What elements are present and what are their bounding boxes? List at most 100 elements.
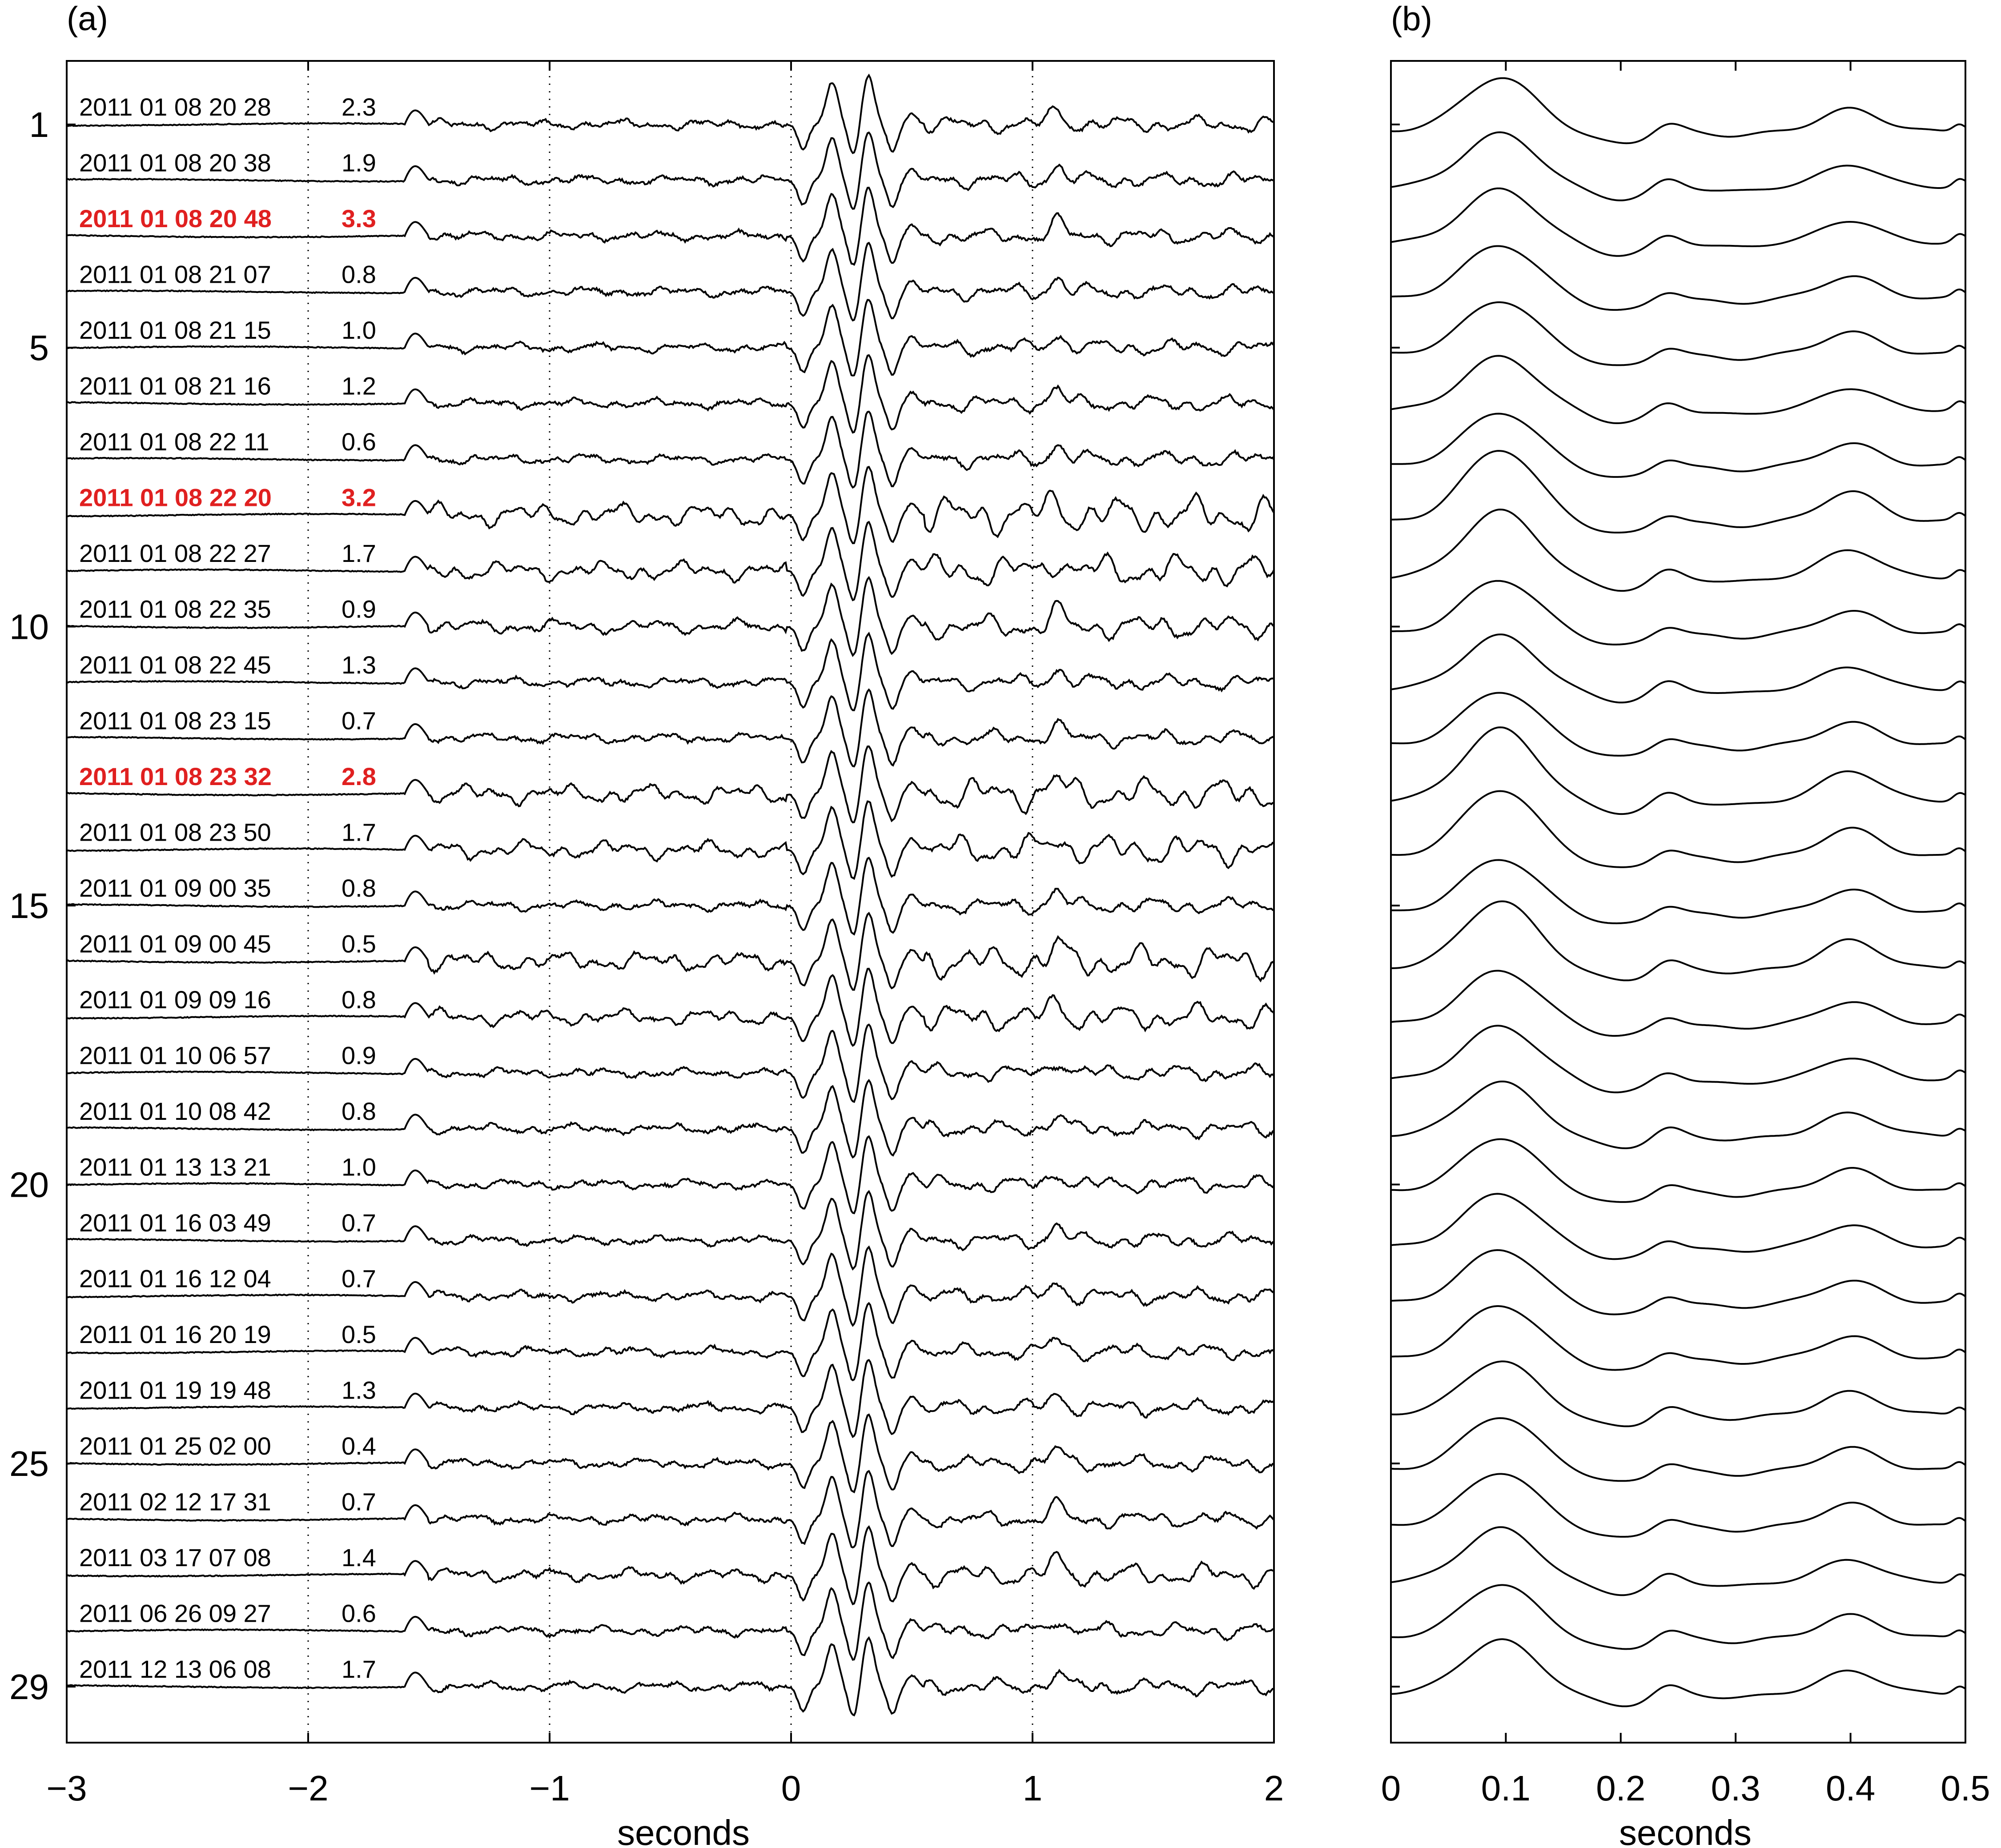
seismogram-trace-15 — [66, 857, 1274, 936]
seismogram-trace-25 — [67, 1413, 1274, 1494]
x-tick-label: 0.1 — [1481, 1768, 1531, 1808]
event-date-label: 2011 01 08 22 11 — [79, 428, 269, 456]
event-date-label: 2011 01 08 23 32 — [79, 762, 272, 790]
event-date-label: 2011 01 19 19 48 — [79, 1376, 271, 1404]
event-date-label: 2011 01 08 21 16 — [79, 372, 271, 400]
event-magnitude-label: 1.3 — [342, 1376, 376, 1404]
event-date-label: 2011 01 08 23 15 — [79, 707, 271, 735]
event-magnitude-label: 1.3 — [342, 651, 376, 679]
x-tick-label: 0 — [781, 1768, 801, 1808]
x-tick-label: 1 — [1023, 1768, 1043, 1808]
event-date-label: 2011 06 26 09 27 — [79, 1599, 271, 1628]
event-date-label: 2011 01 08 23 50 — [79, 818, 271, 846]
event-date-label: 2011 01 10 08 42 — [79, 1097, 271, 1125]
event-date-label: 2011 01 08 22 35 — [79, 595, 271, 623]
event-magnitude-label: 0.8 — [342, 261, 376, 289]
event-date-label: 2011 01 13 13 21 — [79, 1153, 271, 1181]
seismogram-trace-10 — [66, 576, 1275, 657]
stack-trace-27 — [1390, 1526, 1966, 1596]
x-tick-label: 0.4 — [1826, 1768, 1875, 1808]
panel-b-xlabel: seconds — [1619, 1813, 1752, 1848]
seismogram-trace-27 — [66, 1525, 1274, 1605]
y-tick-label: 25 — [9, 1444, 49, 1483]
stack-trace-13 — [1390, 726, 1966, 815]
seismogram-trace-13 — [66, 745, 1274, 824]
seismogram-trace-17 — [66, 967, 1275, 1047]
seismogram-trace-4 — [66, 241, 1274, 322]
y-tick-label: 20 — [9, 1165, 49, 1205]
stack-trace-4 — [1390, 245, 1966, 311]
y-tick-label: 1 — [29, 105, 49, 144]
event-magnitude-label: 0.7 — [342, 1209, 376, 1237]
event-magnitude-label: 0.8 — [342, 1097, 376, 1125]
stack-trace-28 — [1390, 1584, 1966, 1650]
x-tick-label: 2 — [1264, 1768, 1284, 1808]
stack-trace-24 — [1390, 1360, 1966, 1427]
seismogram-trace-8 — [66, 465, 1275, 545]
event-date-label: 2011 01 08 21 07 — [79, 261, 271, 289]
stack-trace-7 — [1391, 413, 1966, 478]
panel-b-side-ticks — [1391, 124, 1400, 1688]
seismogram-trace-5 — [66, 299, 1275, 377]
stack-trace-21 — [1390, 1193, 1966, 1260]
seismogram-trace-12 — [66, 688, 1274, 768]
y-tick-label: 15 — [9, 886, 49, 926]
x-tick-label: 0 — [1381, 1768, 1401, 1808]
stack-trace-2 — [1390, 131, 1966, 201]
stack-trace-1 — [1390, 77, 1966, 144]
stack-trace-19 — [1390, 1080, 1966, 1149]
event-magnitude-label: 1.0 — [342, 316, 376, 344]
panel-a-label: (a) — [67, 0, 108, 38]
y-tick-label: 29 — [9, 1667, 49, 1707]
stack-trace-20 — [1390, 1138, 1966, 1203]
event-date-label: 2011 01 08 22 20 — [79, 484, 272, 512]
stack-trace-8 — [1390, 450, 1966, 533]
panel-a-event-labels: 2011 01 08 20 28 2.3 2011 01 08 20 38 1.9 20… — [79, 93, 376, 1683]
event-date-label: 2011 01 08 20 48 — [79, 204, 272, 233]
event-magnitude-label: 1.4 — [342, 1543, 376, 1571]
event-magnitude-label: 3.3 — [342, 204, 376, 233]
stack-trace-17 — [1390, 970, 1966, 1037]
seismogram-trace-2 — [66, 131, 1274, 210]
panel-b-label: (b) — [1391, 0, 1432, 38]
event-magnitude-label: 2.8 — [342, 762, 376, 790]
event-magnitude-label: 0.8 — [342, 986, 376, 1014]
seismogram-trace-21 — [66, 1190, 1275, 1271]
event-date-label: 2011 01 08 22 45 — [79, 651, 271, 679]
seismogram-trace-6 — [66, 354, 1275, 434]
event-date-label: 2011 01 09 00 45 — [79, 930, 271, 958]
event-magnitude-label: 0.5 — [342, 930, 376, 958]
x-tick-label: −2 — [288, 1768, 328, 1808]
seismogram-trace-18 — [66, 1023, 1275, 1103]
stack-trace-12 — [1391, 692, 1966, 757]
panel-a-frame — [66, 60, 1275, 1744]
seismogram-trace-3 — [66, 186, 1275, 266]
seismogram-trace-24 — [66, 1359, 1275, 1438]
x-tick-label: −1 — [529, 1768, 570, 1808]
event-date-label: 2011 01 09 00 35 — [79, 874, 271, 902]
stack-trace-23 — [1390, 1305, 1966, 1371]
y-tick-label: 10 — [9, 607, 49, 647]
panel-a-x-ticks: −3 −2 −1 0 1 2 — [46, 61, 1284, 1808]
stack-trace-6 — [1390, 355, 1966, 424]
stack-trace-25 — [1390, 1417, 1966, 1482]
panel-b-x-ticks: 0 0.1 0.2 0.3 0.4 0.5 — [1381, 61, 1990, 1808]
panel-a-gridlines — [307, 61, 1033, 1743]
panel-a-xlabel: seconds — [617, 1813, 750, 1848]
x-tick-label: 0.5 — [1941, 1768, 1990, 1808]
stack-trace-22 — [1390, 1249, 1966, 1315]
stack-trace-5 — [1390, 301, 1966, 366]
stack-trace-14 — [1391, 790, 1966, 868]
event-magnitude-label: 1.0 — [342, 1153, 376, 1181]
event-magnitude-label: 0.6 — [342, 428, 376, 456]
event-magnitude-label: 1.2 — [342, 372, 376, 400]
seismogram-trace-28 — [66, 1581, 1274, 1661]
event-date-label: 2011 01 08 20 38 — [79, 149, 271, 177]
stack-trace-18 — [1390, 1025, 1966, 1094]
stack-trace-9 — [1390, 509, 1966, 592]
event-magnitude-label: 0.5 — [342, 1320, 376, 1348]
seismogram-trace-11 — [66, 631, 1274, 711]
panel-a-traces — [66, 73, 1275, 1717]
stack-trace-3 — [1390, 187, 1966, 257]
